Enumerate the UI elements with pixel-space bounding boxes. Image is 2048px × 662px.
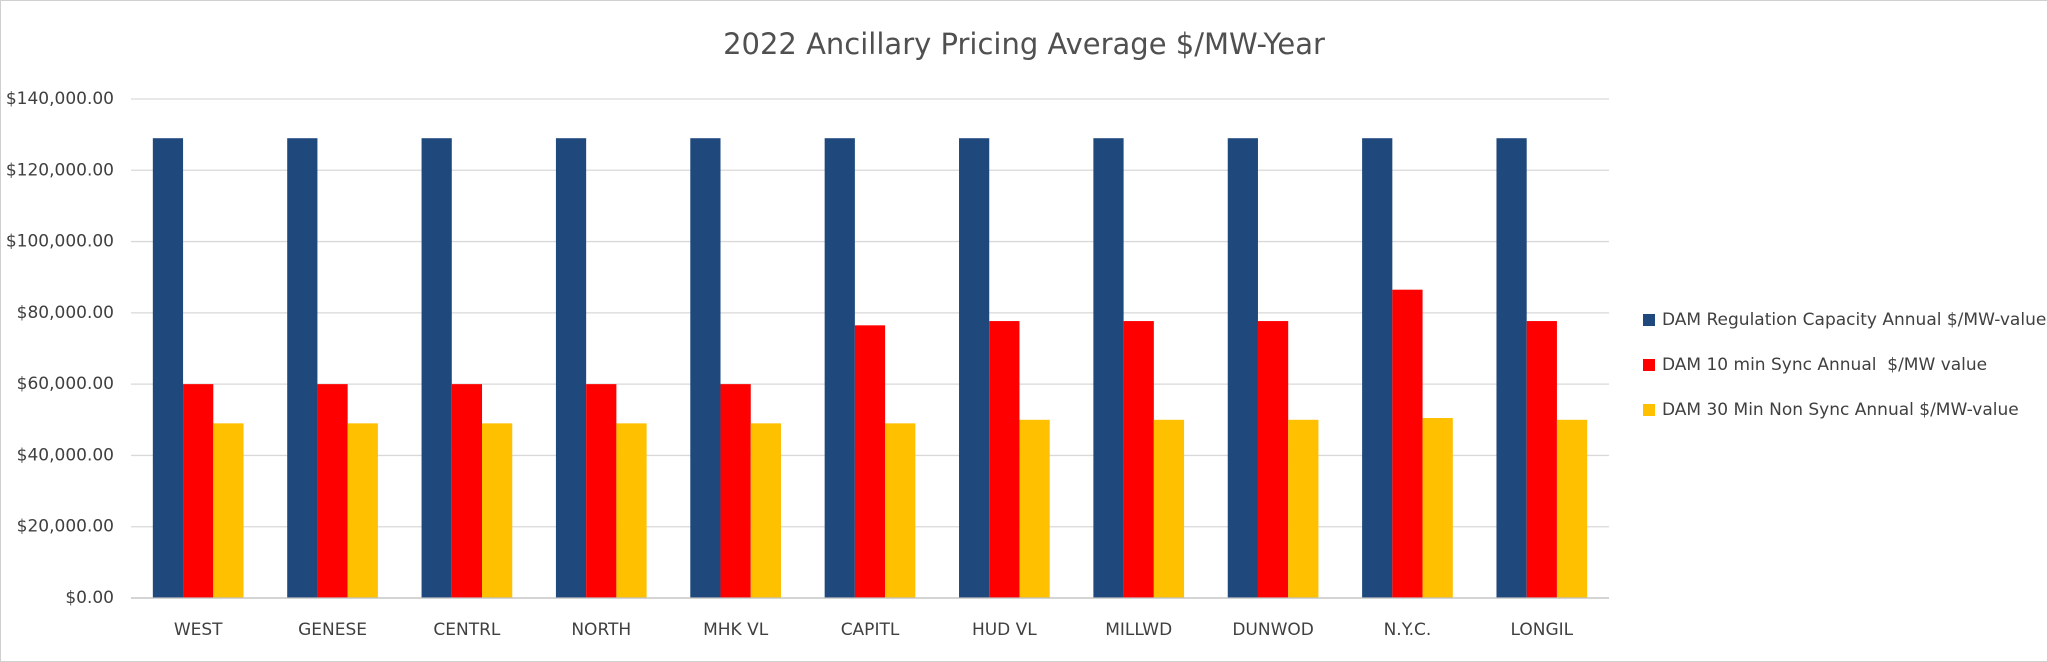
bar <box>1153 419 1185 598</box>
bar <box>959 138 990 598</box>
x-tick-label: HUD VL <box>972 620 1037 640</box>
y-tick-label: $100,000.00 <box>6 232 114 252</box>
legend-label: DAM 10 min Sync Annual $/MW value <box>1662 355 1987 375</box>
y-tick-label: $20,000.00 <box>17 517 114 537</box>
bar <box>1422 418 1453 598</box>
bar <box>1288 419 1319 598</box>
bar <box>1257 321 1289 598</box>
legend-swatch <box>1643 359 1655 371</box>
bar <box>317 384 348 598</box>
y-tick-label: $40,000.00 <box>17 445 114 465</box>
bar <box>1227 138 1258 598</box>
bar <box>1019 419 1050 598</box>
y-tick-label: $0.00 <box>65 588 114 608</box>
bar <box>690 138 721 598</box>
bar <box>854 325 886 598</box>
y-tick-label: $60,000.00 <box>17 374 114 394</box>
legend-label: DAM Regulation Capacity Annual $/MW-valu… <box>1662 310 2046 330</box>
bar <box>720 384 751 598</box>
bar <box>1496 138 1527 598</box>
bar <box>989 321 1020 598</box>
x-tick-label: MHK VL <box>703 620 769 640</box>
legend-label: DAM 30 Min Non Sync Annual $/MW-value <box>1662 400 2019 420</box>
bar <box>287 138 318 598</box>
chart-title: 2022 Ancillary Pricing Average $/MW-Year <box>723 27 1325 61</box>
bar <box>824 138 855 598</box>
bar <box>482 423 513 598</box>
bar <box>421 138 452 598</box>
bar <box>1362 138 1393 598</box>
x-tick-label: MILLWD <box>1105 620 1172 640</box>
x-tick-label: DUNWOD <box>1232 620 1314 640</box>
bar <box>1526 321 1557 598</box>
bar <box>213 423 244 598</box>
bar <box>347 423 378 598</box>
x-tick-label: CENTRL <box>433 620 501 640</box>
bar <box>451 384 483 598</box>
x-tick-label: LONGIL <box>1511 620 1574 640</box>
bar <box>750 423 781 598</box>
x-tick-label: CAPITL <box>841 620 900 640</box>
bar <box>586 384 617 598</box>
y-tick-label: $140,000.00 <box>6 89 114 109</box>
bar <box>555 138 587 598</box>
y-tick-label: $80,000.00 <box>17 303 114 323</box>
bar <box>1556 419 1588 598</box>
bar <box>616 423 647 598</box>
bar <box>1392 289 1423 598</box>
bar <box>1093 138 1124 598</box>
legend-swatch <box>1643 314 1655 326</box>
x-tick-label: WEST <box>174 620 223 640</box>
x-tick-label: GENESE <box>298 620 367 640</box>
legend-swatch <box>1643 404 1655 416</box>
x-tick-label: N.Y.C. <box>1384 620 1432 640</box>
bar <box>183 384 214 598</box>
bar <box>152 138 184 598</box>
bar <box>1123 321 1154 598</box>
bar <box>885 423 916 598</box>
y-tick-label: $120,000.00 <box>6 160 114 180</box>
x-tick-label: NORTH <box>571 620 631 640</box>
